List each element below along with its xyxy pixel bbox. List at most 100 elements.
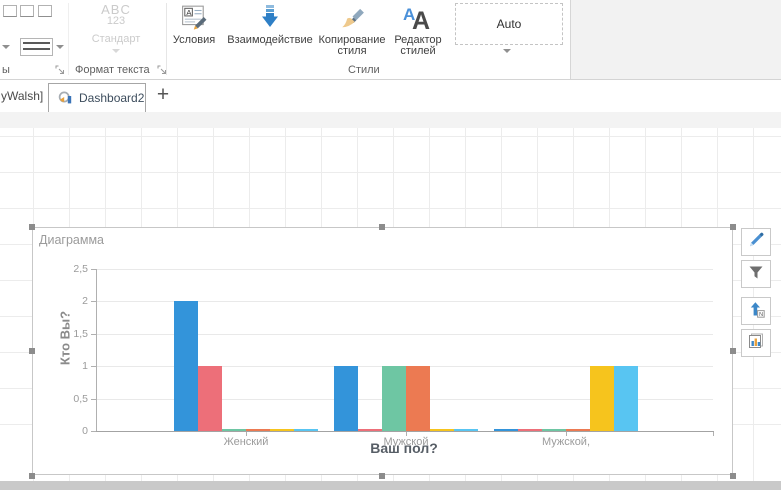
interaction-button[interactable]: Взаимодействие <box>222 2 318 64</box>
x-tick-mark <box>566 432 567 436</box>
svg-text:A: A <box>403 5 415 24</box>
style-editor-label-line1: Редактор <box>394 34 442 46</box>
interaction-label: Взаимодействие <box>227 34 313 46</box>
category-label: Мужской <box>383 436 429 448</box>
y-tick-label: 0 <box>82 425 88 437</box>
chevron-down-icon <box>112 49 120 53</box>
bar-group <box>174 269 318 431</box>
series-yellow-bar <box>590 366 614 431</box>
copy-style-brush-icon <box>318 2 386 32</box>
copy-style-button[interactable]: Копирование стиля <box>318 2 386 64</box>
conditions-button[interactable]: A Условия <box>170 2 218 64</box>
ribbon: ABC 123 Стандарт A <box>0 0 781 80</box>
y-tick-mark <box>91 269 96 270</box>
add-tab-button[interactable]: + <box>156 83 170 106</box>
chart-settings-icon <box>747 332 765 355</box>
gridline <box>97 301 713 303</box>
series-yellow-bar <box>430 429 454 431</box>
y-tick-label: 0,5 <box>73 392 88 405</box>
y-tick-mark <box>91 301 96 303</box>
chevron-down-icon[interactable] <box>56 45 64 49</box>
standard-format-button: ABC 123 Стандарт <box>86 2 146 62</box>
selection-handle[interactable] <box>730 348 736 354</box>
style-editor-button[interactable]: A A Редактор стилей <box>388 2 448 64</box>
chevron-down-icon[interactable] <box>2 45 10 49</box>
series-teal-bar <box>542 429 566 431</box>
selection-handle[interactable] <box>379 473 385 479</box>
chart-settings-button[interactable] <box>741 329 771 357</box>
style-selector[interactable]: Auto <box>455 3 563 45</box>
filter-funnel-icon <box>747 263 765 286</box>
y-tick-mark <box>91 333 96 335</box>
edit-chart-button[interactable] <box>741 228 771 256</box>
category-label: Мужской, <box>541 436 591 448</box>
border-preset-icon[interactable] <box>20 5 34 17</box>
series-yellow-bar <box>270 429 294 431</box>
series-lightblue-bar <box>294 429 318 431</box>
y-tick-label: 2 <box>82 295 88 308</box>
ribbon-group-labels: ы Формат текста Стили <box>0 63 570 79</box>
border-preset-icon[interactable] <box>3 5 17 17</box>
y-tick-label: 1 <box>82 360 88 373</box>
sort-button[interactable]: N <box>741 297 771 325</box>
y-tick-mark <box>91 398 96 400</box>
styles-group-label: Стили <box>348 64 380 76</box>
page-tab-bar: yWalsh] Dashboard2 + <box>0 80 781 112</box>
series-blue-bar <box>174 301 198 431</box>
series-pink-bar <box>198 366 222 431</box>
dialog-launcher-icon[interactable] <box>55 65 65 75</box>
group-separator <box>166 3 167 75</box>
dashboard-icon <box>58 90 73 107</box>
category-label: Женский <box>223 436 269 448</box>
selection-handle[interactable] <box>29 224 35 230</box>
series-blue-bar <box>334 366 358 431</box>
x-axis-line <box>96 431 714 432</box>
series-teal-bar <box>382 366 406 431</box>
selection-handle[interactable] <box>29 473 35 479</box>
borders-group-label: ы <box>2 64 10 76</box>
selection-handle[interactable] <box>730 473 736 479</box>
chevron-down-icon[interactable] <box>503 49 511 53</box>
tab-report-partial[interactable]: yWalsh] <box>1 89 44 103</box>
series-orange-bar <box>566 429 590 431</box>
sort-arrow-icon: N <box>747 300 765 323</box>
chart-title: Диаграмма <box>39 233 105 247</box>
abc-label: ABC <box>101 2 131 17</box>
style-editor-label-line2: стилей <box>400 45 436 57</box>
border-style-dropdown[interactable] <box>20 38 53 56</box>
y-tick-mark <box>91 431 96 432</box>
group-separator <box>68 3 69 75</box>
bar-group <box>334 269 478 431</box>
style-editor-icon: A A <box>388 2 448 32</box>
tab-dashboard2-label: Dashboard2 <box>79 91 145 105</box>
tab-dashboard2[interactable]: Dashboard2 <box>48 83 146 112</box>
filter-button[interactable] <box>741 260 771 288</box>
gridline <box>97 333 713 335</box>
series-orange-bar <box>406 366 430 431</box>
selection-handle[interactable] <box>29 348 35 354</box>
svg-text:N: N <box>759 312 763 318</box>
selection-handle[interactable] <box>379 224 385 230</box>
border-preset-icon[interactable] <box>38 5 52 17</box>
series-orange-bar <box>246 429 270 431</box>
conditions-icon: A <box>170 2 218 32</box>
series-lightblue-bar <box>454 429 478 431</box>
text-format-group-label: Формат текста <box>75 64 150 76</box>
series-pink-bar <box>358 429 382 431</box>
standard-label: Стандарт <box>91 33 141 45</box>
svg-text:A: A <box>412 7 430 31</box>
chart-element[interactable]: Диаграмма Кто Вы? Ваш пол? 0 0,5 1 1,5 2 2,5 Ж… <box>32 227 733 475</box>
series-lightblue-bar <box>614 366 638 431</box>
line-style-icon <box>23 42 50 44</box>
line-style-icon <box>23 48 50 50</box>
y-tick-label: 2,5 <box>73 263 88 275</box>
selection-handle[interactable] <box>730 224 736 230</box>
series-pink-bar <box>518 429 542 431</box>
dialog-launcher-icon[interactable] <box>157 65 167 75</box>
y-tick-mark <box>91 366 96 368</box>
gridline <box>97 269 713 270</box>
style-selector-value: Auto <box>496 17 522 31</box>
conditions-label: Условия <box>172 34 216 46</box>
x-tick-mark <box>406 432 407 436</box>
